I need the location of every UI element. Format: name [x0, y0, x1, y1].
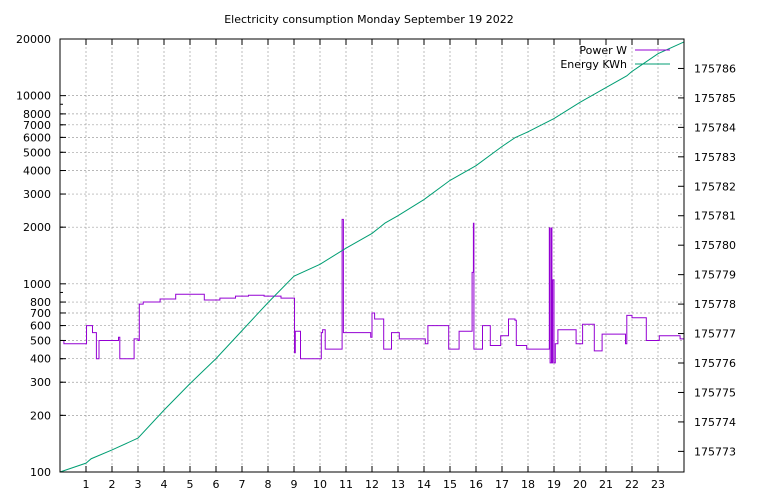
y-right-tick-label: 175774: [694, 416, 736, 429]
y-left-tick-label: 20000: [16, 33, 51, 46]
y-right-tick-label: 175784: [694, 121, 736, 134]
y-right-tick-label: 175780: [694, 239, 736, 252]
y-left-tick-label: 600: [30, 320, 51, 333]
x-tick-label: 18: [521, 478, 535, 491]
x-tick-label: 22: [625, 478, 639, 491]
grid: [60, 39, 684, 472]
y-left-tick-label: 800: [30, 296, 51, 309]
y-left-tick-label: 400: [30, 353, 51, 366]
y-left-tick-label: 100: [30, 466, 51, 479]
x-tick-label: 19: [547, 478, 561, 491]
x-tick-label: 17: [495, 478, 509, 491]
y-left-tick-label: 200: [30, 409, 51, 422]
y-right-tick-label: 175778: [694, 298, 736, 311]
y-left-tick-label: 700: [30, 307, 51, 320]
x-tick-label: 7: [239, 478, 246, 491]
y-left-tick-label: 10000: [16, 90, 51, 103]
y-left-tick-label: 1000: [23, 278, 51, 291]
legend-label-power: Power W: [579, 44, 627, 57]
x-tick-label: 9: [291, 478, 298, 491]
x-tick-label: 13: [391, 478, 405, 491]
x-tick-label: 2: [109, 478, 116, 491]
x-tick-label: 23: [651, 478, 665, 491]
x-tick-label: 14: [417, 478, 431, 491]
y-right-tick-label: 175781: [694, 210, 736, 223]
ticks: 1 2 3 4 5 6 7 8 9 10 11 12 13 14 15 16 17 18 19 20 21 22 23100…: [16, 33, 736, 491]
y-right-tick-label: 175782: [694, 180, 736, 193]
series-layer: [59, 41, 685, 473]
y-right-tick-label: 175776: [694, 357, 736, 370]
series-line-power: [60, 218, 684, 364]
y-left-tick-label: 5000: [23, 146, 51, 159]
x-tick-label: 20: [573, 478, 587, 491]
y-left-tick-label: 2000: [23, 221, 51, 234]
y-right-tick-label: 175786: [694, 62, 736, 75]
y-left-tick-label: 3000: [23, 188, 51, 201]
y-right-tick-label: 175777: [694, 328, 736, 341]
legend: Power W Energy KWh: [560, 44, 670, 71]
y-left-tick-label: 7000: [23, 119, 51, 132]
y-left-tick-label: 300: [30, 376, 51, 389]
x-tick-label: 4: [161, 478, 168, 491]
y-left-tick-label: 6000: [23, 131, 51, 144]
y-right-tick-label: 175779: [694, 269, 736, 282]
legend-label-energy: Energy KWh: [560, 58, 627, 71]
y-left-tick-label: 8000: [23, 108, 51, 121]
y-right-tick-label: 175773: [694, 445, 736, 458]
x-tick-label: 16: [469, 478, 483, 491]
x-tick-label: 6: [213, 478, 220, 491]
x-tick-label: 10: [313, 478, 327, 491]
chart-title: Electricity consumption Monday September…: [224, 13, 514, 26]
x-tick-label: 3: [135, 478, 142, 491]
x-tick-label: 12: [365, 478, 379, 491]
y-right-tick-label: 175783: [694, 151, 736, 164]
y-left-tick-label: 4000: [23, 165, 51, 178]
series-line-energy: [59, 41, 685, 473]
y-left-tick-label: 500: [30, 334, 51, 347]
x-tick-label: 1: [83, 478, 90, 491]
x-tick-label: 8: [265, 478, 272, 491]
x-tick-label: 5: [187, 478, 194, 491]
x-tick-label: 11: [339, 478, 353, 491]
y-right-tick-label: 175775: [694, 386, 736, 399]
y-right-tick-label: 175785: [694, 92, 736, 105]
x-tick-label: 15: [443, 478, 457, 491]
x-tick-label: 21: [599, 478, 613, 491]
